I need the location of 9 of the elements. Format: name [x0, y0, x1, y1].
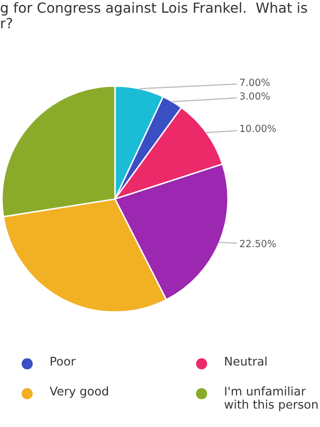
data-label: 22.50% [240, 240, 276, 248]
legend-label: Neutral [225, 356, 266, 366]
legend-label: Very good [50, 386, 108, 398]
legend-label: I'm unfamiliar with this person [224, 386, 318, 412]
legend-label: Poor [50, 356, 76, 366]
data-label: 3.00% [240, 92, 270, 100]
data-label: 7.00% [240, 78, 270, 86]
data-label: 10.00% [240, 124, 276, 132]
chart-title: g for Congress against Lois Frankel. What is r? [0, 2, 308, 28]
